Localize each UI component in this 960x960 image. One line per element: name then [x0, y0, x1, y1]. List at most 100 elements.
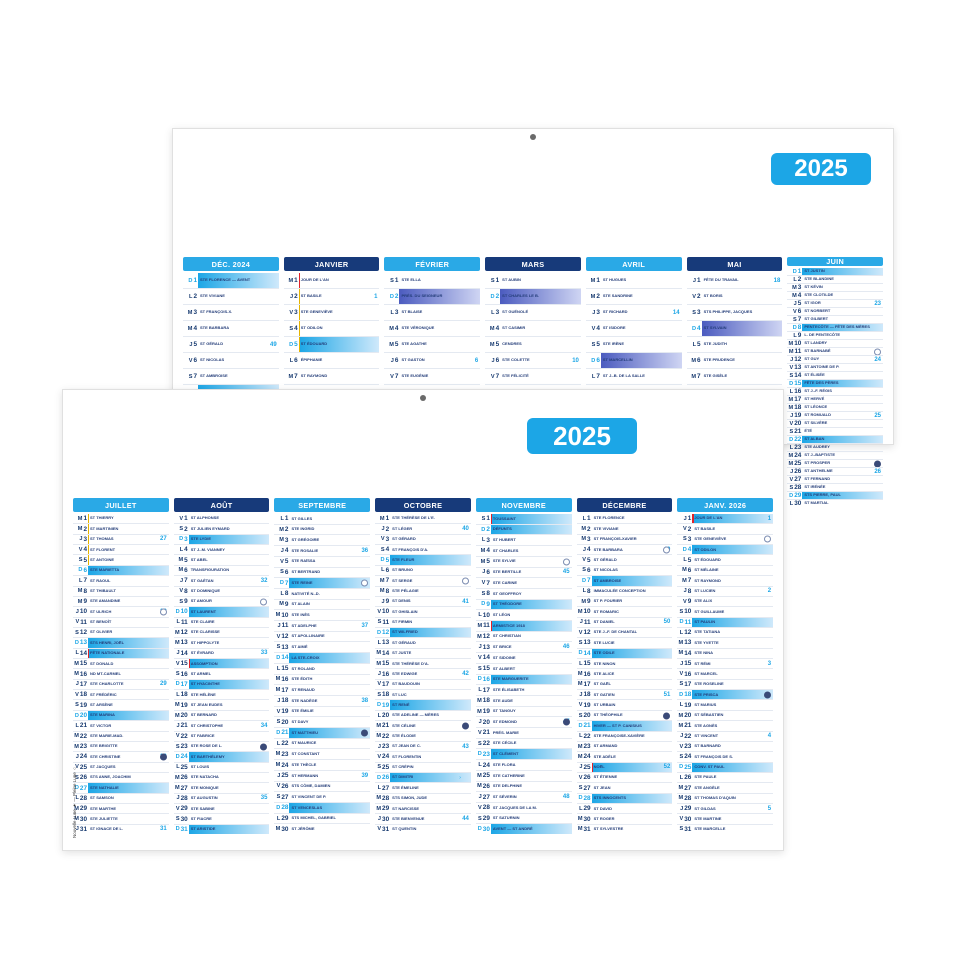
month-header: NOVEMBRE [476, 498, 572, 512]
day-row: D21HIVER — ST P. CANISIUS [577, 720, 673, 730]
day-number: L25 [174, 763, 189, 772]
day-row: J5ST GÉRALD49 [183, 336, 279, 352]
day-row: D6ST MARCELLIN [586, 352, 682, 368]
day-row: V7STE CARINE [476, 577, 572, 588]
saint-label: STE CHRISTINE [90, 755, 169, 759]
day-row: J3ST THOMAS27 [73, 534, 169, 544]
day-row: M1JOUR DE L'AN [284, 273, 380, 288]
day-number: M27 [677, 783, 692, 792]
day-row: M15ST DONALD [73, 658, 169, 668]
saint-label: ST AUGUSTIN [191, 796, 270, 800]
saint-label: STE CLARISSE [191, 630, 270, 634]
saint-label: ST ÉTIENNE [594, 775, 673, 779]
day-content: STE FLEUR [390, 555, 471, 564]
saint-label: ST LANDRY [804, 341, 883, 345]
zone-stripe [491, 621, 492, 631]
day-number: M29 [375, 804, 390, 813]
day-content: ST ODILON [692, 545, 773, 554]
day-number: M7 [677, 576, 692, 585]
month-header: AVRIL [586, 257, 682, 271]
day-number: V31 [375, 825, 390, 834]
day-content: STE BRIGITTE [88, 742, 169, 751]
day-content: ST ARSÈNE [88, 700, 169, 709]
saint-label: ST ÉLISÉE [804, 373, 883, 377]
day-row: L7ST RAOUL [73, 575, 169, 585]
day-number: M25 [787, 460, 802, 467]
day-content: STS HENRI, JOËL [88, 638, 169, 647]
day-row: M10STE INÈS [274, 609, 370, 620]
day-content: ST HYACINTHE [189, 680, 270, 689]
day-number: M14 [677, 649, 692, 658]
saint-label: ST HERMANN [291, 774, 370, 778]
saint-label: ST J.-F. RÉGIS [804, 389, 883, 393]
day-content: ST AUGUSTIN35 [189, 794, 270, 803]
day-row: J7ST GAÉTAN32 [174, 575, 270, 585]
day-number: D2 [384, 289, 399, 304]
day-number: J22 [677, 732, 692, 741]
day-content: ST BERNARD [189, 711, 270, 720]
saint-label: ST ALPHONSE [191, 516, 270, 520]
day-row: S26STS ANNE, JOACHIM [73, 772, 169, 782]
day-number: S22 [476, 739, 491, 749]
day-content: ST ROGER [592, 814, 673, 823]
day-content: ST CHRISTIAN [491, 632, 572, 642]
saint-label: STE MARTHE [90, 807, 169, 811]
saint-label: PRÉS. DU SEIGNEUR [401, 294, 480, 298]
day-content: STE ALIX [692, 597, 773, 606]
day-row: M28STS SIMON, JUDE [375, 793, 471, 803]
saint-label: ST BERTRAND [291, 570, 370, 574]
day-number: L7 [586, 369, 601, 384]
day-row: S12ST OLIVIER [73, 627, 169, 637]
day-number: S2 [174, 524, 189, 533]
saint-label: ST GASTON [401, 358, 480, 362]
saint-label: ST J.-B. DE LA SALLE [603, 374, 682, 378]
day-number: M4 [787, 292, 802, 299]
day-content: ST GASTON6 [399, 353, 480, 368]
day-number: V30 [677, 814, 692, 823]
day-content: STS PIERRE, PAUL [802, 492, 883, 499]
day-content: ST ALBAN [802, 436, 883, 443]
day-number: V5 [577, 555, 592, 564]
day-content: STE CARINE [491, 578, 572, 588]
month-header: JUILLET [73, 498, 169, 512]
saint-label: STE THÉRÈSE D'A. [392, 662, 471, 666]
day-row: J31ST IGNACE DE L.31 [73, 824, 169, 834]
day-row: S25ST CRÉPIN [375, 762, 471, 772]
day-content: ST AMBROISE [592, 576, 673, 585]
day-row: V21PRÉS. MARIE [476, 727, 572, 738]
saint-label: ST CONSTANT [291, 752, 370, 756]
day-content: ST HERMANN39 [289, 771, 370, 781]
dst-arrow: › [459, 775, 461, 781]
day-row: M18STE AUDE [476, 695, 572, 706]
saint-label: ST GUY [804, 357, 883, 361]
day-row: M11ST BARNABÉ [787, 347, 883, 355]
day-row: D9ST THÉODORE [476, 599, 572, 610]
day-number: V13 [787, 364, 802, 371]
day-content: STE AGATHE [399, 337, 480, 352]
day-number: L11 [174, 618, 189, 627]
day-content: STE GENEVIÈVE [299, 305, 380, 320]
saint-label: ST RENÉ [392, 703, 471, 707]
day-row: D27STE NATHALIE [73, 782, 169, 792]
zone-stripe [88, 545, 89, 554]
day-row: S16ST ARMEL [174, 668, 270, 678]
day-row: S6ST BERTRAND [274, 567, 370, 578]
day-row: M4STE VÉRONIQUE [384, 320, 480, 336]
day-row: J1FÊTE DU TRAVAIL18 [687, 273, 783, 288]
saint-label: STE CARINE [493, 581, 572, 585]
day-number: M4 [183, 321, 198, 336]
day-row: M30STE JULIETTE [73, 813, 169, 823]
saint-label: ST BASILE [301, 294, 380, 298]
day-number: V7 [476, 578, 491, 588]
day-content: NATIVITÉ N.-D. [289, 589, 370, 599]
day-content: ÉPIPHANIE [299, 353, 380, 368]
day-content: STE CHARLOTTE29 [88, 680, 169, 689]
day-row: D30AVENT — ST ANDRÉ [476, 823, 572, 834]
day-row: L16ST J.-F. RÉGIS [787, 387, 883, 395]
saint-label: STE GENEVIÈVE [301, 310, 380, 314]
day-number: D31 [174, 825, 189, 834]
day-row: M29STE MARTHE [73, 803, 169, 813]
day-row: L3ST BLAISE [384, 304, 480, 320]
day-row: L1STE FLORENCE [577, 514, 673, 523]
day-row: M26STE NATACHA [174, 772, 270, 782]
